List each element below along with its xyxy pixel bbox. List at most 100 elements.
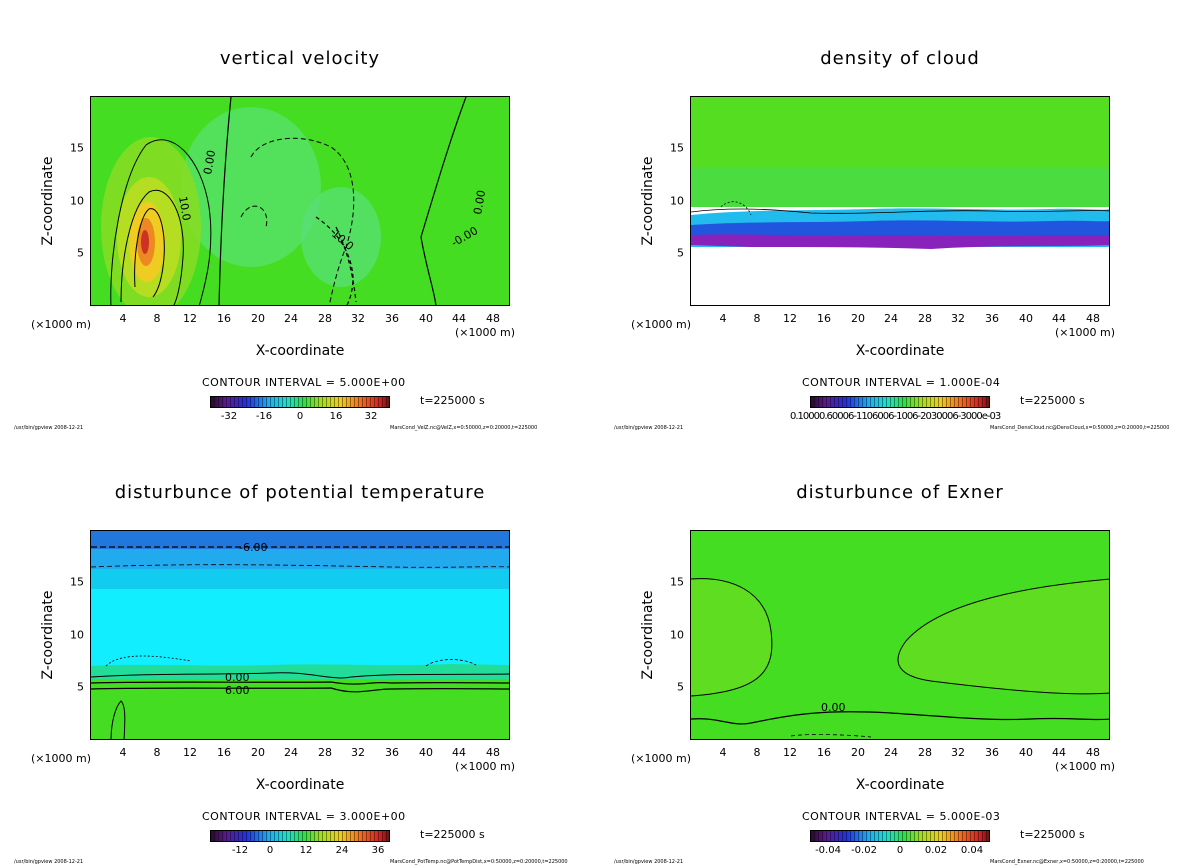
x-tick: 28: [318, 312, 332, 325]
x-tick: 32: [951, 746, 965, 759]
x-tick: 24: [884, 746, 898, 759]
contour-label: -6.00: [239, 541, 267, 554]
x-tick: 12: [783, 312, 797, 325]
y-axis-label: Z-coordinate: [40, 156, 56, 246]
time-label: t=225000 s: [420, 828, 485, 841]
chart-title: disturbunce of Exner: [796, 482, 1004, 503]
footer-program: /usr/bin/gpview 2008-12-21: [614, 425, 684, 431]
footer-program: /usr/bin/gpview 2008-12-21: [14, 425, 84, 431]
x-tick: 8: [153, 746, 161, 759]
x-unit-left: (×1000 m): [631, 318, 692, 331]
x-tick: 36: [985, 746, 999, 759]
x-axis-label: X-coordinate: [255, 343, 345, 359]
panel-exner: disturbunce of Exner 0.00 Z-coordinate X…: [600, 434, 1200, 868]
x-tick: 20: [851, 312, 865, 325]
y-tick: 5: [77, 246, 84, 260]
x-tick: 20: [251, 312, 265, 325]
x-tick: 24: [284, 312, 298, 325]
contour-label: 10.0: [176, 195, 193, 221]
contour-label: 0.00: [201, 149, 218, 175]
x-tick: 32: [351, 746, 365, 759]
panel-density-of-cloud: density of cloud Z-coordinate X-coordina…: [600, 0, 1200, 434]
x-tick: 12: [183, 312, 197, 325]
chart-title: disturbunce of potential temperature: [114, 482, 486, 503]
contour-interval: CONTOUR INTERVAL = 3.000E+00: [202, 810, 406, 823]
footer-source: MarsCond_DensCloud.nc@DensCloud,x=0:5000…: [990, 425, 1170, 431]
panel-vertical-velocity: vertical velocity 0.00 10.0 10.0 0.00 -0…: [0, 0, 600, 434]
colorbar-tick: 36: [371, 845, 385, 856]
x-tick: 48: [486, 312, 500, 325]
x-tick: 12: [183, 746, 197, 759]
high-region-left: [691, 578, 772, 696]
x-unit-right: (×1000 m): [1055, 326, 1116, 339]
heatmap-field: 0.00: [691, 531, 1109, 739]
x-tick: 32: [351, 312, 365, 325]
x-unit-right: (×1000 m): [1055, 760, 1116, 773]
cold-layer: [91, 589, 509, 669]
x-tick: 4: [719, 312, 727, 325]
plot-area: -6.00 0.00 6.00: [90, 530, 510, 740]
plot-area: 0.00: [690, 530, 1110, 740]
contour-label: 0.00: [821, 701, 846, 714]
y-tick: 15: [70, 575, 84, 589]
colorbar-tick: 0: [266, 845, 274, 856]
colorbar-tick: 24: [335, 845, 349, 856]
panel-potential-temperature: disturbunce of potential temperature -6.…: [0, 434, 600, 868]
x-unit-right: (×1000 m): [455, 326, 516, 339]
x-axis-label: X-coordinate: [255, 777, 345, 793]
y-tick: 15: [70, 141, 84, 155]
y-tick: 5: [677, 680, 684, 694]
footer-source: MarsCond_VelZ.nc@VelZ,x=0:50000,z=0:2000…: [390, 425, 538, 431]
x-tick: 20: [251, 746, 265, 759]
footer-source: MarsCond_Exner.nc@Exner,x=0:50000,z=0:20…: [990, 859, 1144, 865]
colorbar-tick: 32: [364, 411, 378, 422]
colorbar-tick: 0: [896, 845, 904, 856]
x-tick: 20: [851, 746, 865, 759]
x-tick: 28: [318, 746, 332, 759]
contour-label: 6.00: [225, 684, 250, 697]
x-unit-right: (×1000 m): [455, 760, 516, 773]
x-tick: 16: [217, 746, 231, 759]
x-tick: 16: [217, 312, 231, 325]
heatmap-field: -6.00 0.00 6.00: [91, 531, 509, 739]
contour-interval: CONTOUR INTERVAL = 1.000E-04: [802, 376, 1001, 389]
x-tick: 8: [153, 312, 161, 325]
y-axis-label: Z-coordinate: [640, 156, 656, 246]
x-tick: 28: [918, 746, 932, 759]
x-tick: 4: [719, 746, 727, 759]
x-tick: 48: [1086, 312, 1100, 325]
x-tick: 40: [1019, 746, 1033, 759]
contour-label: 0.00: [225, 671, 250, 684]
contour-interval: CONTOUR INTERVAL = 5.000E-03: [802, 810, 1001, 823]
x-tick: 48: [486, 746, 500, 759]
colorbar-tick: -0.04: [815, 845, 841, 856]
y-tick: 10: [70, 628, 84, 642]
contour-line: [110, 139, 212, 305]
x-tick: 8: [753, 312, 761, 325]
x-tick: 4: [119, 312, 127, 325]
x-tick: 16: [817, 746, 831, 759]
chart-title: vertical velocity: [219, 48, 381, 69]
x-tick: 8: [753, 746, 761, 759]
colorbar-tick-labels: 0.10000.60006-1106006-1006-2030006-3000e…: [790, 411, 1001, 422]
x-tick: 40: [1019, 312, 1033, 325]
x-tick: 32: [951, 312, 965, 325]
x-tick: 44: [452, 746, 466, 759]
y-tick: 10: [670, 194, 684, 208]
y-axis-label: Z-coordinate: [640, 590, 656, 680]
heatmap-field: [691, 97, 1109, 305]
footer-program: /usr/bin/gpview 2008-12-21: [14, 859, 84, 865]
y-tick: 5: [77, 680, 84, 694]
plot-area: [690, 96, 1110, 306]
colorbar-tick: 0.02: [924, 845, 948, 856]
x-tick: 44: [1052, 746, 1066, 759]
y-tick: 10: [670, 628, 684, 642]
x-tick: 24: [284, 746, 298, 759]
colorbar: [210, 830, 390, 842]
footer-program: /usr/bin/gpview 2008-12-21: [614, 859, 684, 865]
x-unit-left: (×1000 m): [31, 318, 92, 331]
colorbar: [810, 396, 990, 408]
downdraft-region: [181, 107, 321, 267]
colorbar-tick: -32: [220, 411, 238, 422]
x-tick: 36: [385, 312, 399, 325]
